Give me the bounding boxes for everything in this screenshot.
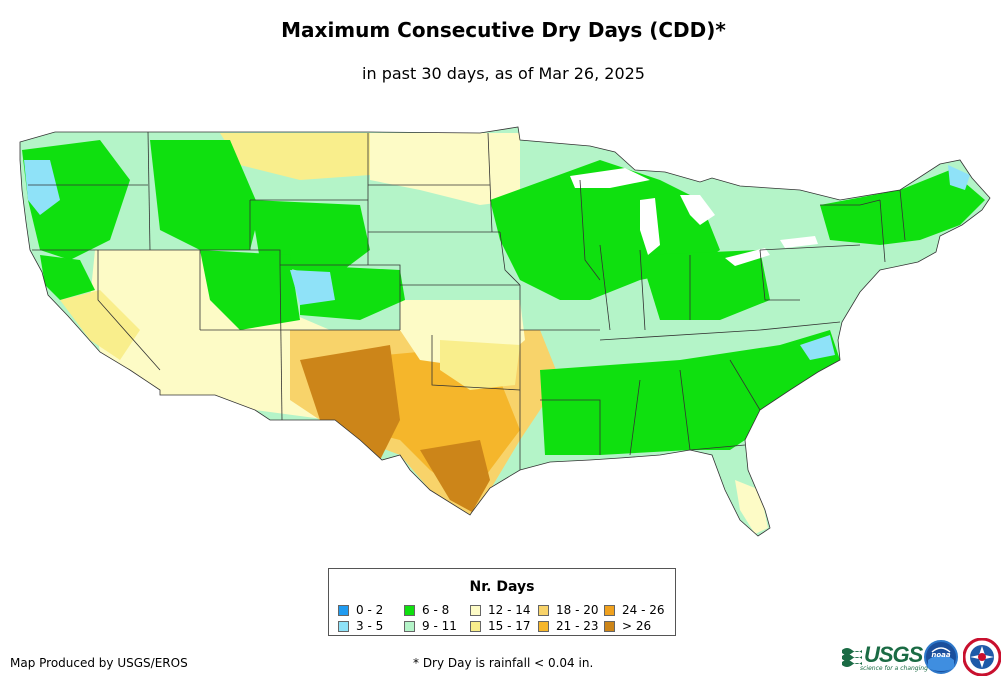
legend-swatch bbox=[538, 621, 549, 632]
region-southeast-green bbox=[540, 330, 840, 455]
region-utah-green bbox=[200, 250, 300, 330]
region-maine-wet bbox=[948, 165, 970, 190]
usgs-logo-icon: USGS science for a changing world bbox=[842, 640, 946, 674]
region-montana-east bbox=[220, 133, 370, 180]
state-borders bbox=[19, 126, 991, 537]
legend-label: 21 - 23 bbox=[556, 619, 599, 633]
legend-item-18-20: 18 - 20 bbox=[538, 604, 599, 617]
legend-item-6-8: 6 - 8 bbox=[404, 604, 449, 617]
region-colorado-wet bbox=[290, 270, 335, 305]
legend-label: 15 - 17 bbox=[488, 619, 531, 633]
legend-label: 0 - 2 bbox=[356, 603, 384, 617]
nws-logo-icon bbox=[962, 637, 1002, 677]
legend-swatch bbox=[338, 621, 349, 632]
noaa-wordmark: noaa bbox=[931, 651, 951, 659]
lake-ontario bbox=[780, 236, 818, 248]
region-south-texas bbox=[420, 440, 490, 512]
legend-swatch bbox=[404, 605, 415, 616]
credit-text: Map Produced by USGS/EROS bbox=[10, 656, 188, 670]
legend-label: 18 - 20 bbox=[556, 603, 599, 617]
region-nc-wet bbox=[800, 335, 835, 360]
map-subtitle: in past 30 days, as of Mar 26, 2025 bbox=[362, 64, 645, 83]
legend-item-0-2: 0 - 2 bbox=[338, 604, 383, 617]
lake-michigan bbox=[640, 198, 660, 255]
noaa-logo-icon: noaa bbox=[924, 640, 958, 674]
lake-superior bbox=[570, 168, 650, 188]
region-ohio-valley-green bbox=[640, 250, 770, 320]
usgs-wordmark: USGS bbox=[864, 642, 923, 667]
region-southwest-dry bbox=[90, 250, 330, 420]
legend-item-24-26: 24 - 26 bbox=[604, 604, 665, 617]
legend-swatch bbox=[404, 621, 415, 632]
legend-label: 3 - 5 bbox=[356, 619, 384, 633]
footnote-text: * Dry Day is rainfall < 0.04 in. bbox=[413, 656, 594, 670]
region-california-central bbox=[60, 290, 140, 360]
legend-item-9-11: 9 - 11 bbox=[404, 620, 457, 633]
legend-item-15-17: 15 - 17 bbox=[470, 620, 531, 633]
legend-swatch bbox=[470, 605, 481, 616]
map-title: Maximum Consecutive Dry Days (CDD)* bbox=[281, 18, 726, 42]
legend-item-3-5: 3 - 5 bbox=[338, 620, 383, 633]
legend-swatch bbox=[470, 621, 481, 632]
region-washington-wet bbox=[24, 160, 60, 215]
legend-label: > 26 bbox=[622, 619, 652, 633]
legend-item-12-14: 12 - 14 bbox=[470, 604, 531, 617]
region-sierra-green bbox=[40, 255, 95, 300]
legend-item-21-23: 21 - 23 bbox=[538, 620, 599, 633]
legend-label: 9 - 11 bbox=[422, 619, 457, 633]
lake-huron bbox=[680, 195, 715, 225]
legend-label: 12 - 14 bbox=[488, 603, 531, 617]
region-northern-rockies-green bbox=[150, 140, 260, 250]
region-northern-plains bbox=[370, 133, 520, 205]
usgs-wave-icon bbox=[842, 648, 862, 667]
region-florida-south bbox=[735, 480, 768, 534]
lake-erie bbox=[725, 248, 770, 266]
region-new-england-green bbox=[820, 170, 985, 245]
legend-swatch bbox=[604, 621, 615, 632]
legend-swatch bbox=[604, 605, 615, 616]
legend-swatch bbox=[538, 605, 549, 616]
region-oklahoma-orange bbox=[440, 340, 520, 390]
usgs-tagline: science for a changing world bbox=[860, 665, 947, 672]
legend-label: 6 - 8 bbox=[422, 603, 450, 617]
legend-item-gt-26: > 26 bbox=[604, 620, 651, 633]
legend: Nr. Days 0 - 2 3 - 5 6 - 8 9 - 11 12 - 1… bbox=[328, 568, 676, 636]
legend-swatch bbox=[338, 605, 349, 616]
legend-title: Nr. Days bbox=[469, 579, 535, 595]
cdd-map bbox=[19, 126, 991, 537]
legend-label: 24 - 26 bbox=[622, 603, 665, 617]
region-west-texas bbox=[300, 345, 400, 460]
